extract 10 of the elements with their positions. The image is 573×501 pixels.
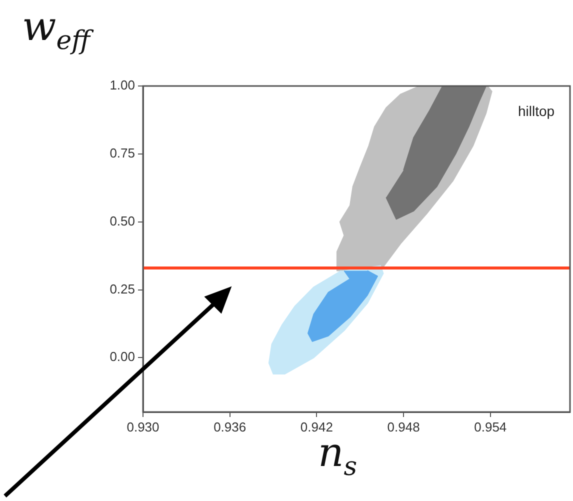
x-tick-label: 0.948 [387,419,420,434]
y-tick-label: 0.00 [110,349,135,364]
annotation: hilltop [518,102,555,119]
y-tick-label: 0.75 [110,145,135,160]
x-tick-label: 0.936 [214,419,246,434]
y-tick-label: 0.25 [110,281,135,296]
y-tick-label: 1.00 [110,78,135,93]
x-tick-label: 0.930 [126,419,160,434]
y-tick-label: 0.50 [110,213,135,228]
x-tick-label: 0.954 [474,419,507,434]
